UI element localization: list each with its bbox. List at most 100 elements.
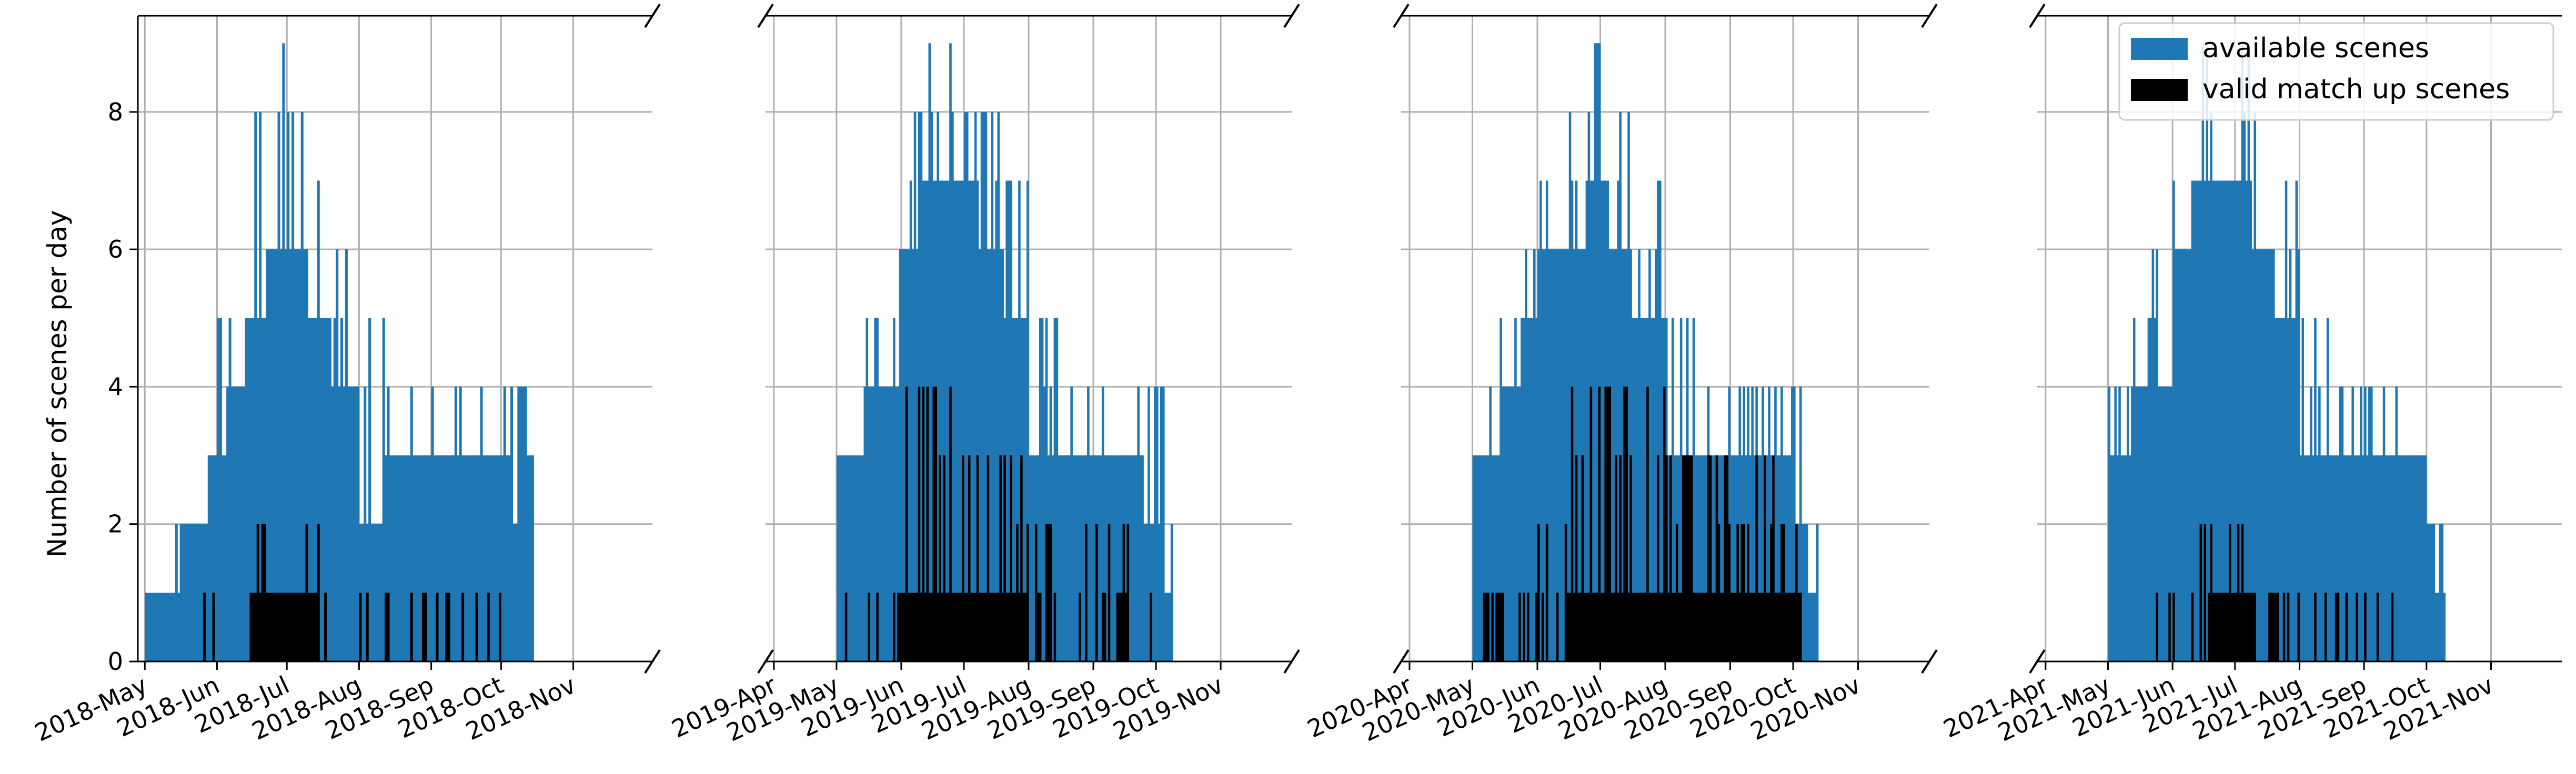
bar-valid-2018-105: [410, 593, 413, 661]
bar-available-2021-45: [2201, 43, 2205, 661]
bar-available-2020-85: [1651, 318, 1653, 661]
bar-available-2019-65: [972, 180, 975, 661]
bar-available-2019-59: [960, 180, 962, 661]
bar-available-2018-28: [210, 455, 213, 661]
bar-available-2021-149: [2418, 455, 2421, 661]
bar-available-2018-103: [385, 455, 388, 661]
bar-available-2020-159: [1805, 524, 1808, 661]
bar-valid-2021-21: [2191, 593, 2194, 661]
bar-available-2021-57: [2227, 180, 2229, 661]
bar-available-2021-84: [2282, 318, 2286, 661]
bar-available-2020-151: [1789, 455, 1792, 661]
bar-available-2019-10: [857, 455, 860, 661]
bar-available-2019-42: [924, 180, 927, 661]
bar-available-2020-86: [1653, 318, 1655, 661]
bar-available-2021-83: [2280, 318, 2283, 661]
bar-available-2021-7: [2122, 455, 2125, 661]
bar-valid-2020-141: [1776, 593, 1779, 661]
bar-valid-2020-145: [1785, 593, 1787, 661]
bar-valid-2019-128: [1103, 593, 1106, 661]
bar-valid-2021-80: [2314, 593, 2317, 661]
bar-available-2019-7: [851, 455, 854, 661]
bar-valid-2018-43: [266, 593, 269, 661]
bar-available-2018-142: [475, 455, 478, 661]
bar-available-2020-16: [1506, 386, 1508, 661]
bar-available-2020-98: [1677, 455, 1681, 661]
bar-available-2021-121: [2360, 386, 2362, 661]
bar-available-2019-60: [962, 180, 964, 661]
bar-available-2020-118: [1719, 455, 1723, 661]
bar-available-2019-73: [989, 249, 992, 661]
bar-valid-2020-42: [1568, 593, 1572, 661]
bar-available-2019-45: [930, 111, 933, 662]
bar-valid-2018-111: [424, 593, 427, 661]
bar-available-2018-146: [485, 455, 488, 661]
bar-available-2019-158: [1166, 593, 1169, 661]
bar-available-2018-1: [147, 593, 150, 661]
bar-available-2018-18: [186, 524, 189, 661]
bar-available-2020-36: [1547, 249, 1551, 661]
bar-available-2019-34: [907, 249, 910, 661]
bar-valid-2020-47: [1579, 593, 1582, 661]
bar-valid-2020-107: [1705, 593, 1708, 661]
bar-available-2018-7: [161, 593, 164, 661]
bar-available-2018-143: [478, 455, 481, 661]
bar-available-2018-2: [149, 593, 153, 661]
bar-available-2019-20: [878, 386, 881, 661]
bar-valid-2019-35: [909, 593, 912, 661]
bar-valid-2020-77: [1642, 593, 1645, 661]
bar-available-2020-58: [1594, 43, 1597, 661]
bar-available-2018-24: [200, 524, 204, 661]
bar-available-2019-40: [920, 111, 923, 662]
bar-available-2018-136: [461, 455, 465, 661]
bar-available-2018-79: [328, 318, 331, 661]
bar-valid-2018-143: [498, 593, 501, 661]
bar-available-2019-98: [1041, 318, 1044, 661]
bar-available-2018-105: [389, 455, 392, 661]
bar-available-2021-66: [2245, 180, 2248, 661]
bar-available-2019-76: [995, 180, 998, 661]
bar-available-2018-156: [508, 455, 511, 661]
bar-valid-2018-68: [324, 593, 327, 661]
bar-available-2018-161: [519, 386, 522, 661]
bar-valid-2018-46: [273, 593, 276, 661]
bar-available-2019-74: [991, 111, 994, 662]
bar-valid-2019-52: [945, 593, 948, 661]
bar-available-2018-133: [454, 386, 457, 661]
y-axis-label: Number of scenes per day: [42, 210, 73, 557]
bar-available-2018-9: [166, 593, 169, 661]
bar-available-2018-89: [352, 386, 355, 661]
bar-valid-2020-70: [1627, 593, 1630, 661]
bar-available-2020-11: [1495, 455, 1498, 661]
bar-available-2019-24: [887, 386, 889, 661]
bar-available-2020-29: [1533, 249, 1536, 661]
bar-available-2018-81: [333, 318, 336, 661]
bar-available-2018-107: [394, 455, 397, 661]
bar-valid-2021-37: [2225, 593, 2227, 661]
bar-available-2020-50: [1577, 249, 1580, 661]
bar-valid-2019-97: [1039, 593, 1042, 661]
bar-available-2019-61: [963, 111, 967, 662]
bar-available-2018-85: [343, 386, 346, 661]
bar-available-2021-148: [2416, 455, 2419, 661]
bar-available-2018-33: [222, 455, 225, 661]
bar-available-2021-137: [2393, 455, 2396, 661]
bar-available-2021-20: [2149, 318, 2152, 661]
bar-available-2021-73: [2260, 249, 2262, 661]
bar-available-2018-120: [424, 455, 427, 661]
bar-available-2021-1: [2110, 455, 2113, 661]
bar-available-2021-18: [2145, 386, 2148, 661]
bar-available-2018-132: [452, 455, 455, 661]
bar-valid-2020-105: [1700, 593, 1704, 661]
bar-available-2018-140: [470, 455, 474, 661]
bar-available-2021-95: [2306, 455, 2308, 661]
bar-available-2018-5: [156, 593, 159, 661]
bar-valid-2020-87: [1663, 386, 1666, 661]
bar-available-2019-28: [895, 386, 898, 661]
bar-valid-2020-118: [1728, 524, 1731, 661]
bar-available-2021-151: [2422, 455, 2425, 661]
bar-available-2019-1: [838, 455, 841, 661]
bar-valid-2020-72: [1632, 593, 1634, 661]
panel-2018: 2018-May2018-Jun2018-Jul2018-Aug2018-Sep…: [31, 3, 661, 747]
bar-available-2020-62: [1602, 180, 1605, 661]
